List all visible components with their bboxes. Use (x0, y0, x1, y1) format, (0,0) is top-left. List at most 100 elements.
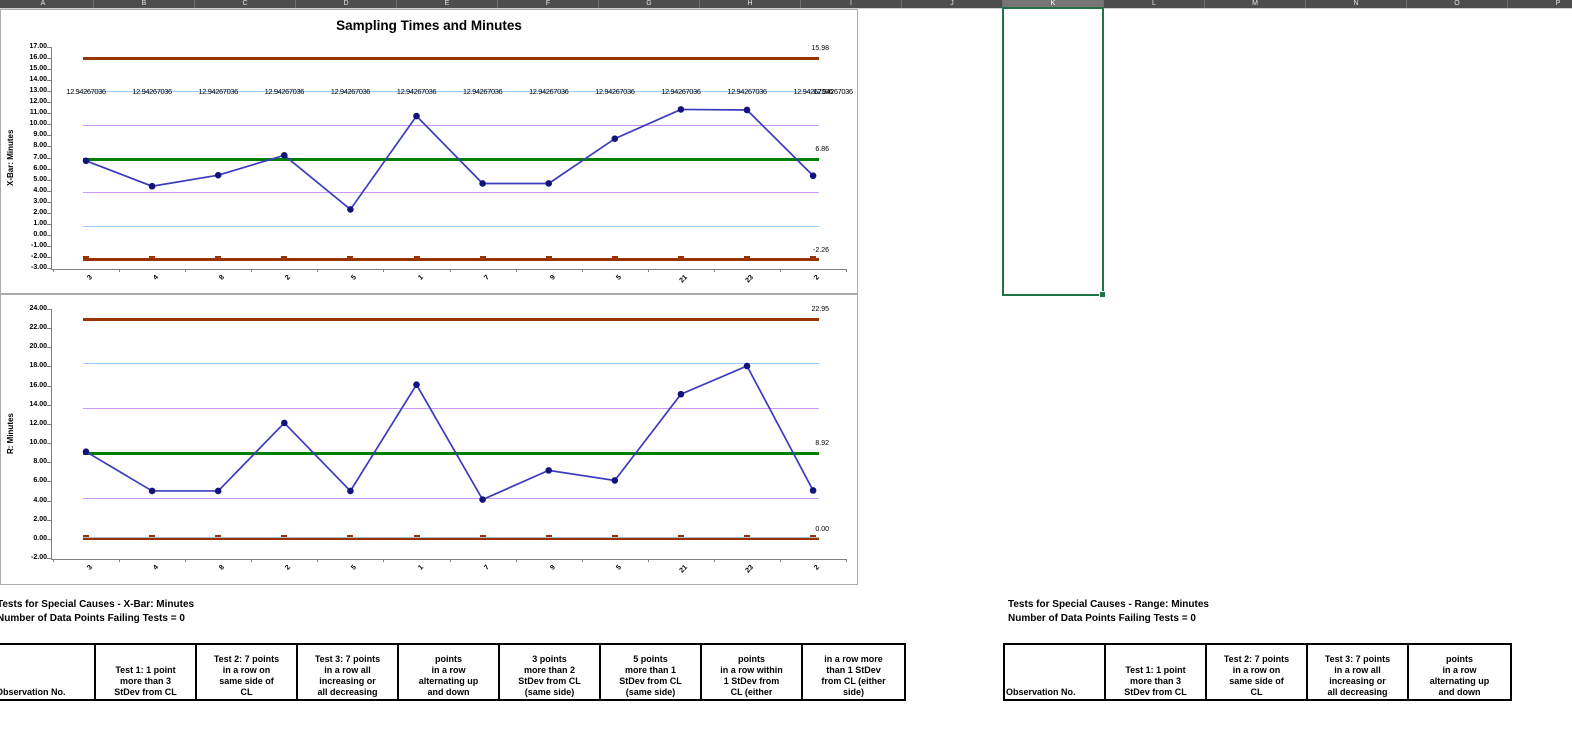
y-tick-label: 7.00 (33, 153, 47, 161)
y-axis-tick (47, 328, 51, 330)
data-point-marker (809, 172, 817, 180)
column-header-J[interactable]: J (902, 0, 1003, 8)
sigma-line-point-label: 12.94267036 (66, 87, 106, 97)
y-axis-title: X-Bar: Minutes (6, 129, 15, 186)
column-header-cell: Observation No. (0, 645, 96, 699)
y-tick-label: 0.00 (33, 230, 47, 238)
y-tick-label: -2.00 (31, 554, 47, 561)
column-header-P[interactable]: P (1508, 0, 1572, 8)
column-header-C[interactable]: C (195, 0, 296, 8)
xbar-tests-title: Tests for Special Causes - X-Bar: Minute… (0, 599, 195, 610)
column-header-cell: points in a row alternating up and down (399, 645, 500, 699)
column-header-B[interactable]: B (94, 0, 195, 8)
data-point-marker (677, 390, 685, 398)
data-point-marker (214, 171, 222, 179)
data-point-marker (82, 157, 90, 165)
x-axis-tick (185, 269, 187, 272)
data-point-marker (148, 487, 156, 495)
column-header-cell: Test 1: 1 point more than 3 StDev from C… (1106, 645, 1207, 699)
y-tick-label: 0.00 (33, 534, 47, 542)
y-axis-title: R: Minutes (6, 413, 15, 454)
sigma-line-point-label: 12.94267036 (793, 87, 833, 97)
column-header-D[interactable]: D (296, 0, 397, 8)
control-limit-label-cl: 6.86 (815, 146, 829, 154)
y-axis-tick (47, 423, 51, 425)
x-axis-tick (317, 559, 319, 562)
column-header-cell: 3 points more than 2 StDev from CL (same… (500, 645, 601, 699)
y-axis-tick (47, 268, 51, 269)
y-tick-label: 4.00 (33, 496, 47, 504)
column-header-I[interactable]: I (801, 0, 902, 8)
control-line-lcl (83, 258, 819, 262)
control-line-dash (810, 535, 817, 538)
data-point-marker (413, 381, 420, 388)
control-line-+1sigma (83, 408, 819, 410)
control-line-dash (413, 256, 420, 259)
y-tick-label: 12.00 (29, 419, 47, 427)
control-line-dash (545, 535, 552, 538)
column-header-cell: Test 2: 7 points in a row on same side o… (1207, 645, 1308, 699)
column-header-O[interactable]: O (1407, 0, 1508, 8)
control-line--2sigma (83, 225, 819, 227)
column-header-N[interactable]: N (1306, 0, 1407, 8)
x-axis-tick (251, 269, 253, 272)
x-axis-tick (713, 559, 715, 562)
y-tick-label: 24.00 (29, 305, 47, 312)
column-header-E[interactable]: E (397, 0, 498, 8)
xbar-control-chart[interactable]: 17.00 16.00 15.00 14.00 13.00 12.00 11.00 10.00… (0, 9, 858, 294)
sigma-line-point-label: 12.94267036 (528, 87, 569, 97)
y-axis-tick (47, 168, 51, 170)
control-line-cl (83, 451, 819, 455)
column-header-L[interactable]: L (1104, 0, 1205, 8)
control-line-dash (149, 256, 156, 259)
range-control-chart[interactable]: 24.00 22.00 20.00 18.00 16.00 14.00 12.00 10.00… (0, 294, 858, 585)
y-axis-tick (47, 80, 51, 82)
y-tick-label: 14.00 (29, 76, 47, 84)
control-line-dash (611, 256, 618, 259)
control-line-dash (677, 256, 684, 259)
y-axis-tick (47, 113, 51, 115)
x-axis-tick (251, 559, 253, 562)
y-axis-tick (47, 58, 51, 60)
column-header-A[interactable]: A (0, 0, 94, 8)
y-axis-line (51, 47, 52, 269)
column-header-M[interactable]: M (1205, 0, 1306, 8)
y-tick-label: 5.00 (33, 175, 47, 183)
sigma-line-point-label: 12.94267036 (330, 87, 371, 97)
control-line--2sigma-clamped (83, 537, 819, 539)
data-point-marker (148, 182, 156, 190)
control-line-lcl (83, 537, 819, 541)
y-tick-label: 8.00 (33, 142, 47, 150)
y-axis-tick (47, 519, 51, 521)
sigma-line-point-label: 12.94267036 (727, 87, 767, 97)
y-tick-label: 22.00 (29, 324, 47, 332)
data-point-marker (545, 467, 552, 474)
y-axis-tick (47, 124, 51, 126)
y-axis-tick (47, 146, 51, 148)
y-axis-line (51, 309, 52, 559)
y-tick-label: 4.00 (33, 186, 47, 194)
y-axis-tick (47, 256, 51, 258)
y-axis-tick (47, 91, 51, 93)
y-tick-label: 9.00 (33, 131, 47, 139)
column-header-H[interactable]: H (700, 0, 801, 8)
y-axis-tick (47, 366, 51, 368)
y-tick-label: 18.00 (29, 362, 47, 370)
fill-handle[interactable] (1099, 291, 1106, 298)
y-axis-tick (47, 245, 51, 247)
x-axis-tick (119, 559, 121, 562)
column-header-F[interactable]: F (498, 0, 599, 8)
sigma-line-point-label: 12.94267036 (661, 87, 701, 97)
column-header-G[interactable]: G (599, 0, 700, 8)
column-header-cell: Test 1: 1 point more than 3 StDev from C… (96, 645, 197, 699)
data-point-marker (743, 106, 751, 114)
y-tick-label: 2.00 (33, 515, 47, 523)
data-point-marker (479, 180, 486, 187)
sigma-line-point-label: 12.94267036 (396, 87, 437, 97)
selected-cell-range[interactable] (1002, 7, 1106, 298)
y-tick-label: 15.00 (29, 65, 47, 73)
column-header-cell: 5 points more than 1 StDev from CL (same… (601, 645, 702, 699)
x-axis-tick (647, 559, 649, 562)
control-line-dash (347, 535, 354, 538)
